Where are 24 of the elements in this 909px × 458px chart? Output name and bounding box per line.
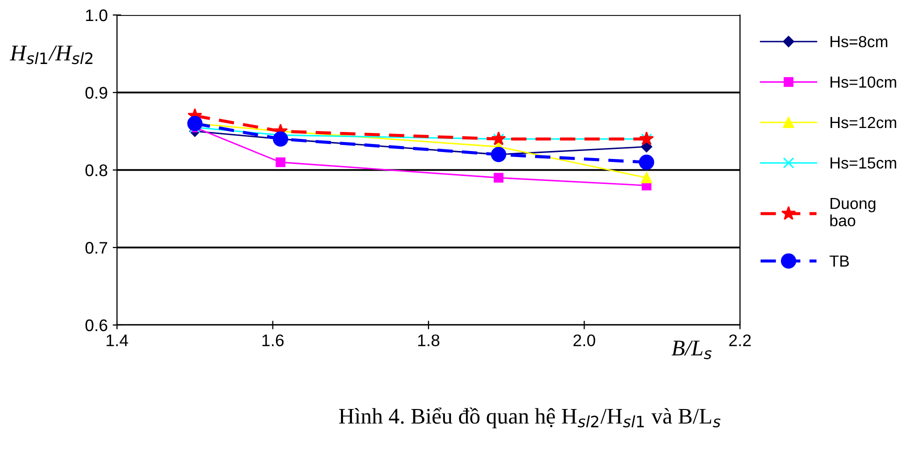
x-tick-label: 2.2	[729, 334, 751, 346]
x-tick-label: 2.0	[574, 334, 596, 346]
point	[494, 172, 504, 183]
point	[276, 157, 286, 168]
legend-label: Hs=8cm	[830, 36, 888, 48]
y-tick-label: 1.0	[86, 9, 108, 22]
legend-label: Hs=10cm	[830, 76, 896, 88]
legend-label: Hs=12cm	[830, 116, 896, 128]
y-tick-label: 0.6	[85, 319, 108, 332]
x-tick-label: 1.6	[262, 334, 284, 346]
x-tick-label: 1.4	[106, 334, 128, 346]
x-axis-title: B/L$_{s}$	[672, 340, 712, 360]
legend-label: Hs=15cm	[830, 157, 896, 169]
point	[638, 154, 654, 170]
legend-label: Duong bao	[830, 198, 876, 226]
text: Hình 4. Biểu đồ quan hệ H$_{sl2}$/H$_{sl1}$ và B/L$_{s}$	[339, 407, 720, 428]
x-tick-label: 1.8	[418, 334, 440, 346]
point	[640, 141, 652, 152]
y-axis-title: H$_{sl1}$/H$_{sl2}$	[10, 46, 92, 64]
y-tick-label: 0.7	[85, 242, 108, 254]
legend-label: TB	[830, 256, 849, 267]
y-tick-label: 0.9	[85, 86, 108, 99]
y-tick-label: 0.8	[85, 164, 108, 176]
point	[640, 172, 652, 184]
